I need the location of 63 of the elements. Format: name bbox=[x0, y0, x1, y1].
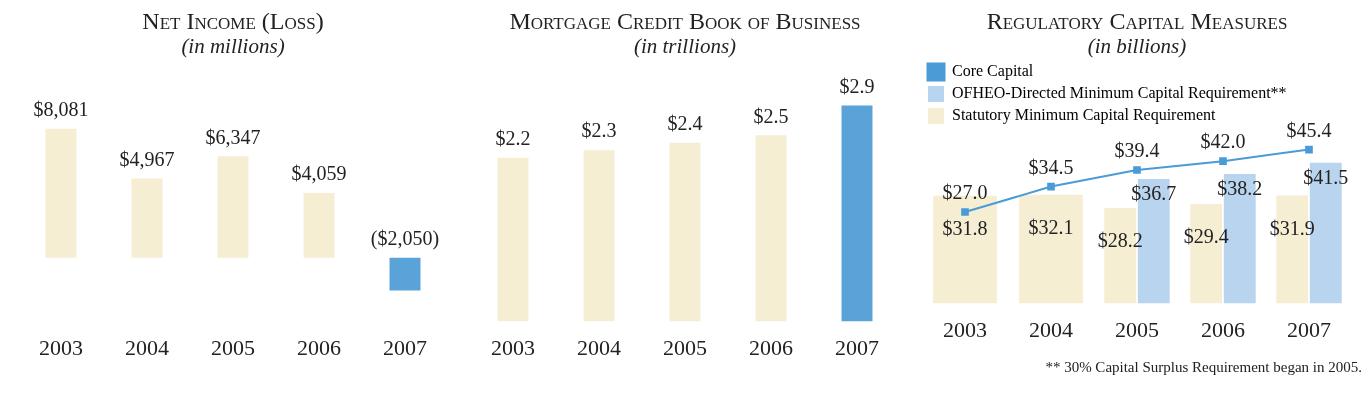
data-label: $39.4 bbox=[1114, 139, 1160, 162]
point bbox=[1305, 145, 1313, 154]
data-label: $31.8 bbox=[942, 216, 988, 239]
data-label: $2.3 bbox=[581, 119, 617, 142]
x-tick-label: 2007 bbox=[383, 334, 427, 360]
bar bbox=[497, 157, 529, 322]
chart-title: Regulatory Capital Measures bbox=[985, 8, 1289, 34]
data-label: $2.9 bbox=[839, 74, 875, 97]
x-tick-label: 2004 bbox=[577, 334, 621, 360]
data-label: $2.5 bbox=[753, 104, 789, 127]
data-label: ($2,050) bbox=[370, 226, 440, 250]
bar bbox=[841, 105, 873, 322]
x-tick-label: 2003 bbox=[39, 334, 83, 360]
data-label: $29.4 bbox=[1183, 225, 1229, 248]
bar bbox=[45, 128, 77, 258]
point bbox=[1047, 182, 1055, 191]
x-tick-label: 2005 bbox=[1115, 316, 1159, 342]
x-tick-label: 2004 bbox=[1029, 316, 1073, 342]
data-label: $36.7 bbox=[1131, 182, 1177, 205]
data-label: $34.5 bbox=[1028, 155, 1074, 178]
bar bbox=[303, 192, 335, 258]
chart-subtitle: (in millions) bbox=[180, 34, 286, 58]
x-tick-label: 2007 bbox=[835, 334, 879, 360]
point bbox=[961, 208, 969, 216]
legend-label: OFHEO-Directed Minimum Capital Requirement** bbox=[952, 84, 1287, 103]
data-label: $4,967 bbox=[119, 147, 175, 170]
data-label: $6,347 bbox=[205, 125, 261, 148]
data-label: $4,059 bbox=[291, 162, 347, 185]
bar bbox=[131, 178, 163, 258]
data-label: $2.2 bbox=[495, 126, 531, 149]
x-tick-label: 2003 bbox=[491, 334, 535, 360]
data-label: $28.2 bbox=[1097, 229, 1143, 252]
text: ** 30% Capital Surplus Requirement began in 2005. bbox=[1044, 358, 1362, 376]
chart-subtitle: (in billions) bbox=[1086, 34, 1188, 58]
x-tick-label: 2006 bbox=[297, 334, 341, 360]
data-label: $45.4 bbox=[1286, 118, 1332, 141]
x-tick-label: 2003 bbox=[943, 316, 987, 342]
bar bbox=[583, 150, 615, 322]
bar bbox=[217, 156, 249, 258]
x-tick-label: 2006 bbox=[749, 334, 793, 360]
data-label: $31.9 bbox=[1269, 216, 1315, 239]
data-label: $41.5 bbox=[1303, 166, 1349, 189]
legend-label: Core Capital bbox=[952, 62, 1034, 81]
bar bbox=[755, 135, 787, 322]
chart-subtitle: (in trillions) bbox=[632, 34, 738, 58]
x-tick-label: 2004 bbox=[125, 334, 169, 360]
data-label: $32.1 bbox=[1028, 215, 1074, 238]
chart-title: Mortgage Credit Book of Business bbox=[508, 8, 862, 34]
bar bbox=[669, 142, 701, 322]
x-tick-label: 2005 bbox=[663, 334, 707, 360]
bar bbox=[389, 257, 421, 291]
x-tick-label: 2006 bbox=[1201, 316, 1245, 342]
data-label: $38.2 bbox=[1217, 177, 1263, 200]
point bbox=[1219, 157, 1227, 165]
chart-title: Net Income (Loss) bbox=[141, 8, 325, 34]
data-label: $27.0 bbox=[942, 181, 988, 204]
legend-label: Statutory Minimum Capital Requirement bbox=[952, 106, 1217, 125]
x-tick-label: 2005 bbox=[211, 334, 255, 360]
data-label: $8,081 bbox=[33, 97, 89, 120]
data-label: $2.4 bbox=[667, 111, 703, 134]
data-label: $42.0 bbox=[1200, 130, 1246, 153]
x-tick-label: 2007 bbox=[1287, 316, 1331, 342]
point bbox=[1133, 166, 1141, 174]
